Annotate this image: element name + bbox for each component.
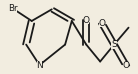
Text: N: N bbox=[36, 61, 43, 70]
FancyBboxPatch shape bbox=[112, 40, 117, 49]
Text: Br: Br bbox=[9, 4, 18, 13]
Text: O: O bbox=[83, 16, 90, 25]
Text: O: O bbox=[123, 61, 130, 70]
FancyBboxPatch shape bbox=[84, 16, 89, 24]
FancyBboxPatch shape bbox=[124, 62, 129, 70]
FancyBboxPatch shape bbox=[37, 61, 42, 69]
FancyBboxPatch shape bbox=[99, 19, 104, 27]
Text: O: O bbox=[98, 19, 105, 28]
FancyBboxPatch shape bbox=[10, 5, 17, 13]
Text: S: S bbox=[111, 40, 117, 49]
